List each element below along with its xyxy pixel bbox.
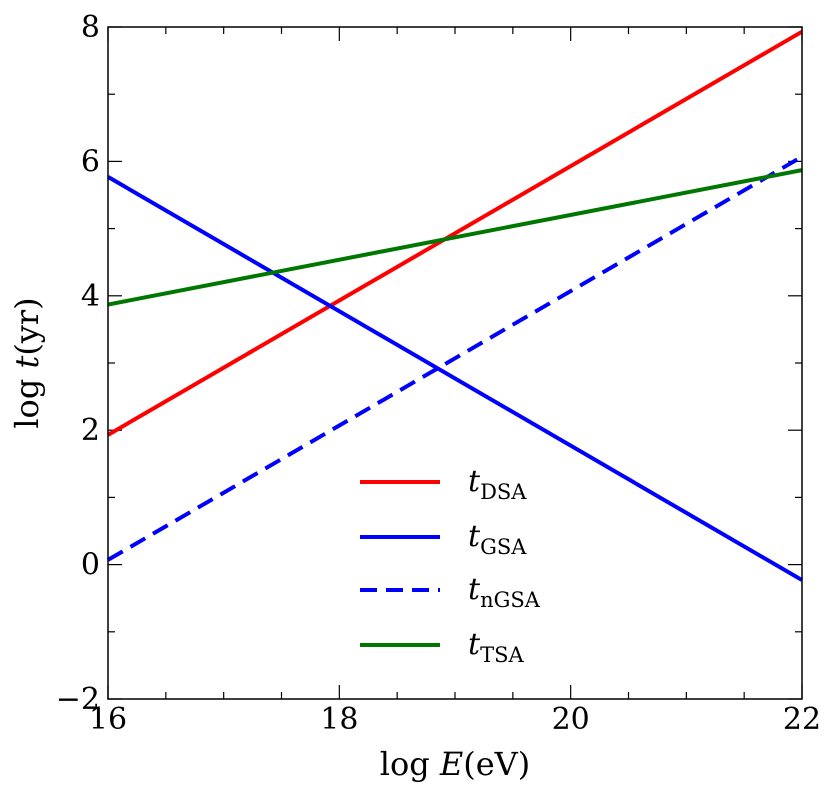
legend-label-sub: GSA [480, 535, 527, 559]
x-tick-label: 22 [783, 702, 821, 737]
y-axis-label: log t(yr) [8, 297, 46, 428]
plot-frame [107, 26, 803, 700]
axis-ticks [107, 26, 803, 700]
legend-label-main: t [468, 572, 481, 607]
x-tick-label: 20 [552, 702, 590, 737]
legend-label-t-gsa: tGSA [468, 519, 527, 559]
y-axis-label-prefix: log [8, 369, 46, 429]
legend-label-main: t [468, 519, 481, 554]
y-tick-label: −2 [56, 682, 100, 717]
series-lines [106, 29, 804, 582]
series-line-t-tsa [107, 168, 803, 307]
y-tick-label: 0 [81, 548, 100, 583]
y-tick-label: 8 [81, 10, 100, 45]
legend-label-t-ngsa: tnGSA [468, 572, 541, 612]
legend-label-sub: DSA [480, 480, 527, 504]
legend-label-sub: nGSA [480, 588, 541, 612]
series-line-t-ngsa [106, 154, 804, 562]
y-axis-label-var: t [8, 356, 46, 369]
series-line-t-gsa [106, 175, 804, 582]
legend-label-t-tsa: tTSA [468, 627, 524, 667]
x-axis-label-unit: (eV) [463, 745, 530, 783]
legend-label-t-dsa: tDSA [468, 464, 527, 504]
series-line-t-dsa [106, 29, 804, 437]
x-axis-label: log E(eV) [380, 745, 531, 783]
x-tick-label: 18 [320, 702, 358, 737]
y-axis-label-unit: (yr) [8, 297, 46, 355]
legend-label-main: t [468, 627, 481, 662]
x-axis-label-var: E [439, 745, 463, 783]
legend-label-sub: TSA [480, 643, 524, 667]
tick-labels: 16 18 20 22 −2 0 2 4 6 8 [56, 10, 821, 737]
y-tick-label: 4 [81, 279, 100, 314]
x-tick-label: 16 [89, 702, 127, 737]
legend-label-main: t [468, 464, 481, 499]
y-tick-label: 6 [81, 144, 100, 179]
y-tick-label: 2 [81, 413, 100, 448]
x-axis-label-prefix: log [380, 745, 440, 783]
